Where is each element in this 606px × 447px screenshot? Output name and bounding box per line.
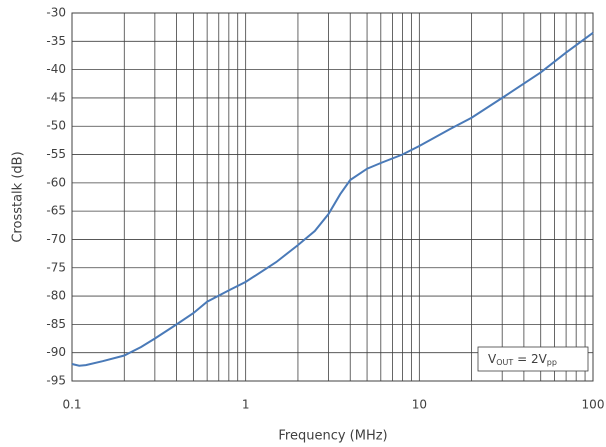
y-tick-label: -45 <box>46 90 66 104</box>
plot-border <box>71 12 594 382</box>
y-tick-label: -60 <box>46 175 66 189</box>
y-tick-label: -90 <box>46 345 66 359</box>
data-line <box>71 31 594 367</box>
y-tick-label: -70 <box>46 232 66 246</box>
y-tick-label: -35 <box>46 34 66 48</box>
annotation-part: pp <box>547 358 557 367</box>
annotation-box <box>477 346 589 372</box>
y-tick-label: -40 <box>46 62 66 76</box>
y-tick-label: -75 <box>46 260 66 274</box>
annotation-part: OUT <box>496 358 513 367</box>
x-axis-label: Frequency (MHz) <box>278 429 387 444</box>
y-tick-label: -65 <box>46 204 66 218</box>
x-tick-label: 10 <box>412 398 427 412</box>
annotation-part: = 2V <box>513 352 547 366</box>
y-tick-label: -80 <box>46 289 66 303</box>
x-tick-label: 100 <box>582 398 605 412</box>
y-tick-label: -95 <box>46 374 66 388</box>
x-tick-label: 1 <box>242 398 250 412</box>
y-tick-label: -30 <box>46 6 66 20</box>
annotation: VOUT = 2Vpp <box>488 352 557 367</box>
plot-area <box>72 13 593 381</box>
annotation-part: V <box>488 352 497 366</box>
y-tick-label: -85 <box>46 317 66 331</box>
y-tick-label: -55 <box>46 147 66 161</box>
x-tick-label: 0.1 <box>62 398 81 412</box>
y-tick-label: -50 <box>46 119 66 133</box>
y-axis-label: Crosstalk (dB) <box>11 151 26 242</box>
